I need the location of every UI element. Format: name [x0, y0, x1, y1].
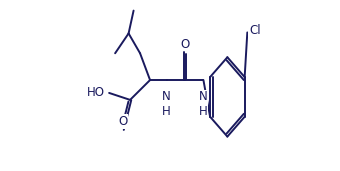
Text: Cl: Cl: [249, 24, 261, 37]
Text: N
H: N H: [162, 90, 171, 118]
Text: O: O: [118, 115, 127, 128]
Text: HO: HO: [87, 86, 105, 100]
Text: O: O: [180, 38, 190, 51]
Text: N
H: N H: [199, 90, 208, 118]
